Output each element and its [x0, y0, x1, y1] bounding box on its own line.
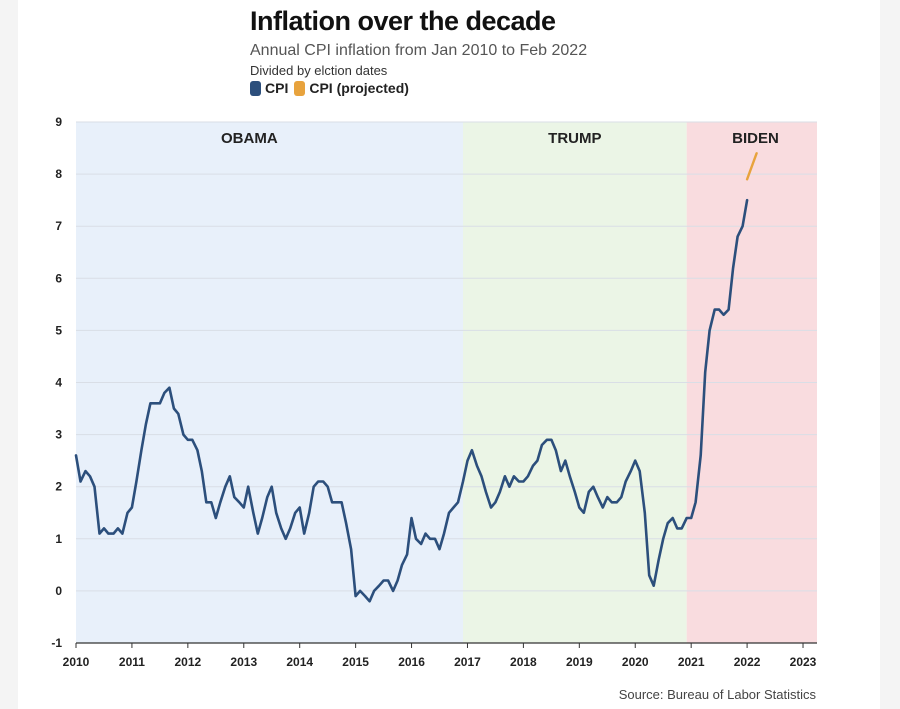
- y-tick-label: 5: [55, 323, 62, 337]
- legend-label-projected: CPI (projected): [309, 80, 409, 96]
- x-tick-label: 2010: [63, 655, 90, 669]
- x-tick-label: 2018: [510, 655, 537, 669]
- legend-swatch-projected: [294, 80, 306, 96]
- y-tick-label: 7: [55, 219, 62, 233]
- y-tick-label: 9: [55, 115, 62, 129]
- legend-label-cpi: CPI: [265, 80, 289, 96]
- legend-swatch-cpi: [250, 80, 261, 96]
- y-tick-label: 1: [55, 532, 62, 546]
- y-tick-label: 3: [55, 428, 62, 442]
- y-tick-label: -1: [51, 636, 62, 650]
- x-tick-label: 2017: [454, 655, 481, 669]
- legend-item-projected: CPI (projected): [294, 80, 409, 96]
- y-tick-label: 4: [55, 376, 62, 390]
- series-line-cpi: [74, 198, 749, 603]
- x-tick-label: 2021: [678, 655, 705, 669]
- era-label-trump: TRUMP: [548, 130, 601, 147]
- x-tick-label: 2016: [398, 655, 425, 669]
- era-label-obama: OBAMA: [221, 130, 278, 147]
- chart-title: Inflation over the decade: [250, 6, 556, 36]
- x-tick-label: 2011: [119, 655, 145, 669]
- x-tick-label: 2020: [622, 655, 649, 669]
- x-tick-label: 2015: [342, 655, 369, 669]
- series-line-cpi-projected: [745, 152, 758, 181]
- chart-note: Divided by elction dates: [250, 63, 388, 78]
- era-label-biden: BIDEN: [732, 130, 779, 147]
- legend: CPI CPI (projected): [250, 80, 415, 96]
- x-tick-label: 2022: [734, 655, 761, 669]
- source-note: Source: Bureau of Labor Statistics: [618, 687, 816, 702]
- x-tick-label: 2023: [790, 655, 817, 669]
- legend-item-cpi: CPI: [250, 80, 288, 96]
- x-tick-label: 2014: [286, 655, 313, 669]
- x-tick-label: 2019: [566, 655, 593, 669]
- x-tick-label: 2013: [230, 655, 257, 669]
- x-tick-label: 2012: [174, 655, 201, 669]
- y-tick-label: 0: [55, 584, 62, 598]
- y-tick-label: 2: [55, 480, 62, 494]
- y-tick-label: 8: [55, 167, 62, 181]
- chart-subtitle: Annual CPI inflation from Jan 2010 to Fe…: [250, 42, 588, 59]
- y-tick-label: 6: [55, 271, 62, 285]
